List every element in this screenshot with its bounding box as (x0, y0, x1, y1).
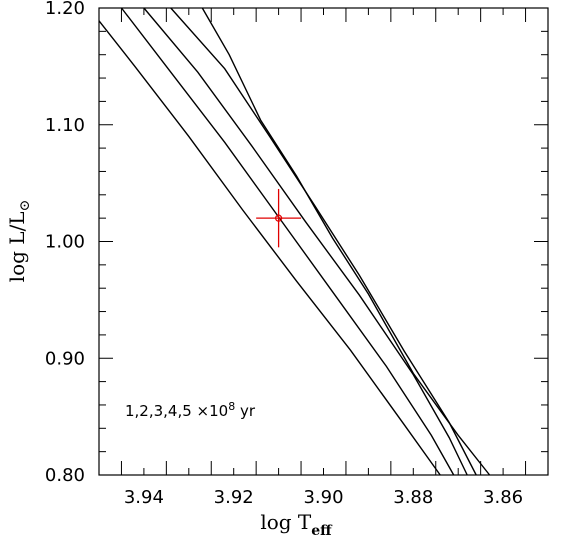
x-tick-label: 3.90 (303, 487, 343, 508)
y-tick-label: 1.00 (45, 232, 85, 253)
x-tick-label: 3.88 (393, 487, 433, 508)
y-tick-label: 1.20 (45, 0, 85, 19)
x-tick-label: 3.94 (124, 487, 164, 508)
annotation: 1,2,3,4,5 ×108 yr (125, 400, 256, 420)
y-axis-title-group: log L/L⊙ (5, 200, 33, 283)
x-tick-label: 3.86 (483, 487, 523, 508)
isochrone-line-1 (98, 20, 441, 476)
x-axis-title-sub: eff (311, 523, 333, 537)
isochrone-line-5 (201, 7, 491, 476)
y-axis-title-sub: ⊙ (17, 200, 33, 212)
y-tick-label: 1.10 (45, 115, 85, 136)
x-axis-title: log Teff (260, 510, 333, 537)
x-tick-label: 3.92 (214, 487, 254, 508)
isochrone-line-2 (120, 7, 455, 476)
isochrone-line-4 (170, 7, 477, 476)
annotation-exponent: 8 (228, 400, 235, 413)
marker-point (275, 214, 283, 222)
y-axis-title: log L/L⊙ (5, 200, 33, 283)
isochrone-line-3 (143, 7, 468, 476)
tick-labels: 3.94 3.92 3.90 3.88 3.86 0.80 0.90 1.00 1.10 1.20 (45, 0, 523, 508)
y-tick-label: 0.90 (45, 348, 85, 369)
y-tick-label: 0.80 (45, 465, 85, 486)
star-marker (256, 188, 302, 248)
isochrone-lines (98, 7, 491, 476)
axis-ticks (98, 7, 549, 476)
